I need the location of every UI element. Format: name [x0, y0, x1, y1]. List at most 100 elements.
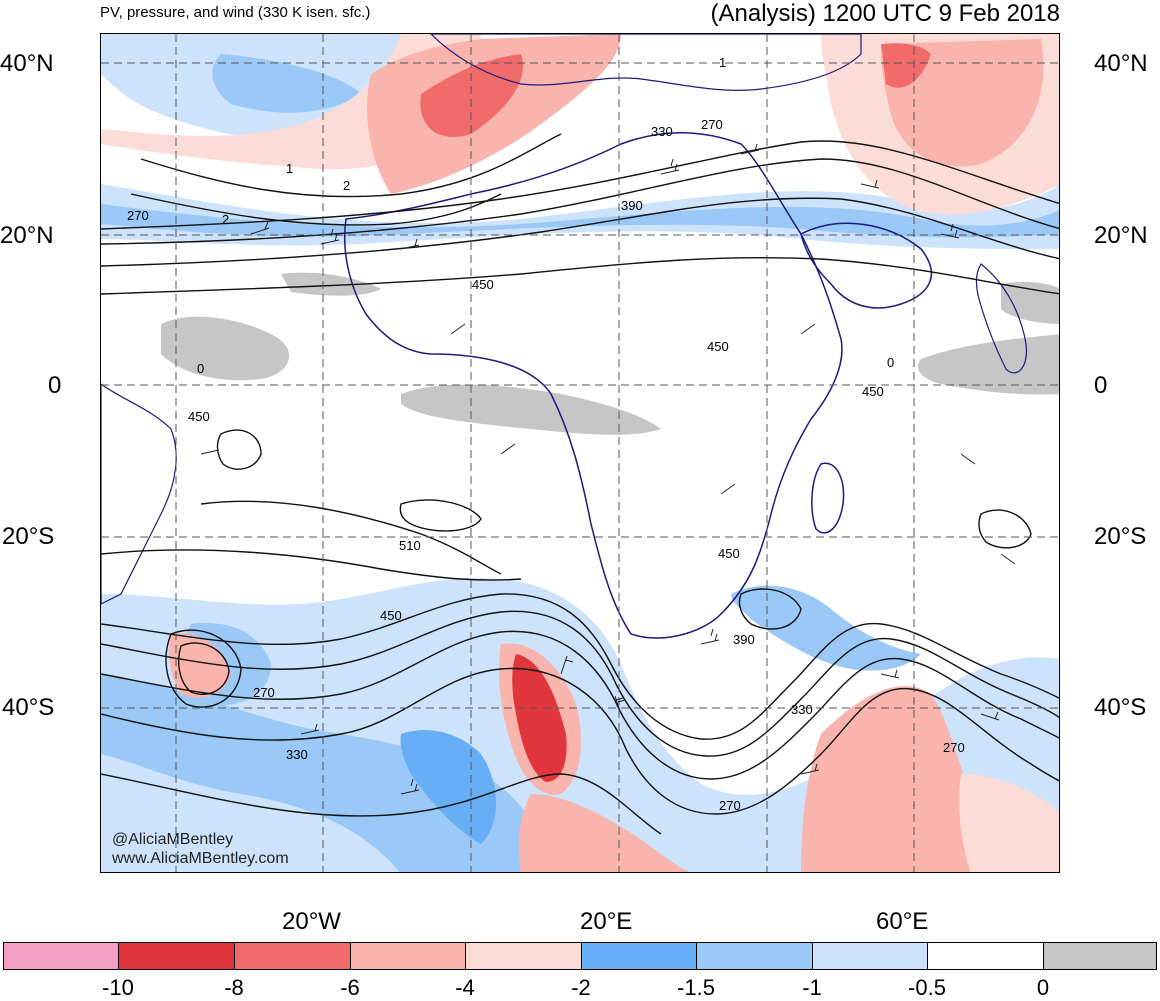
colorbar-label: -8 [224, 975, 244, 1000]
colorbar-label: -4 [455, 975, 475, 1000]
south-america-outline [101, 383, 177, 605]
lat-label-left-0: 0 [48, 372, 62, 399]
wind-barb [800, 763, 820, 775]
wind-barb [450, 323, 466, 335]
contour-label: 450 [188, 409, 210, 424]
wind-barbs [200, 143, 1016, 795]
lon-label-20e: 20°E [580, 908, 633, 935]
wind-barb [400, 238, 420, 250]
pv-gray-tropics-speckle [281, 272, 381, 296]
lat-label-left-40s: 40°S [2, 694, 55, 721]
colorbar-label: -2 [571, 975, 591, 1000]
pv-gray-tropics-mid [401, 384, 661, 435]
contour-label: 0 [887, 355, 894, 370]
pv-red-south-east [801, 686, 985, 872]
wind-barb [1000, 553, 1016, 565]
credit-site: www.AliciaMBentley.com [112, 850, 289, 867]
wind-barb [720, 483, 736, 495]
colorbar-swatch-7 [696, 942, 813, 970]
contour-330-south [101, 630, 1059, 780]
wind-barb [250, 221, 270, 235]
colorbar-swatch-3 [234, 942, 351, 970]
contour-label: 450 [707, 339, 729, 354]
wind-barb [960, 453, 976, 465]
contour-label: 330 [651, 124, 673, 139]
wind-barb [320, 228, 340, 245]
colorbar-swatch-1 [3, 942, 119, 970]
contour-270-deep [101, 773, 662, 835]
contour-390-south [101, 610, 1059, 757]
contour-label: 330 [791, 702, 813, 717]
wind-barb [300, 723, 320, 735]
contour-label: 390 [733, 632, 755, 647]
map-title: (Analysis) 1200 UTC 9 Feb 2018 [710, 0, 1061, 27]
contour-270-north [101, 140, 1059, 230]
wind-barb [400, 778, 420, 795]
pv-red-north-mid-core [420, 54, 523, 138]
colorbar-label: -1 [802, 975, 822, 1000]
contour-label: 270 [719, 798, 741, 813]
contour-label: 450 [862, 384, 884, 399]
wind-barb [740, 143, 760, 155]
contour-tropic-loop [399, 499, 482, 532]
contour-label: 2 [343, 178, 350, 193]
wind-barb [660, 158, 680, 175]
contour-450-jet-south [101, 593, 1059, 740]
contour-label: 270 [253, 685, 275, 700]
wind-barb [560, 655, 574, 675]
lat-label-right-40n: 40°N [1094, 50, 1148, 77]
map-svg: 1 2 1 2 270 330 270 390 450 450 0 450 0 … [101, 34, 1059, 872]
wind-barb [860, 179, 880, 189]
lat-label-right-0: 0 [1094, 372, 1108, 399]
madagascar-outline [811, 462, 845, 534]
pv-gray-tropics-east-2 [1001, 281, 1059, 324]
colorbar-label: 0 [1036, 975, 1050, 1000]
contour-450-north [101, 256, 1059, 295]
wind-barb [200, 449, 220, 455]
wind-barb [700, 628, 720, 645]
africa-outline [343, 132, 843, 639]
wind-barb [940, 223, 960, 239]
contour-label: 270 [701, 117, 723, 132]
contour-label: 450 [380, 608, 402, 623]
lon-label-20w: 20°W [282, 908, 341, 935]
lat-label-right-20n: 20°N [1094, 222, 1148, 249]
pv-band-north-blue-core [101, 204, 1059, 238]
contour-510 [200, 500, 502, 575]
contour-tropic-loop-2 [216, 429, 262, 470]
pv-red-north-east-core [881, 43, 931, 88]
europe-outline [430, 34, 862, 91]
colorbar-label: -0.5 [908, 975, 946, 1000]
pv-red-south-east-2 [959, 774, 1059, 872]
colorbar-swatch-8 [812, 942, 928, 970]
colorbar-swatch-9 [927, 942, 1044, 970]
lat-label-left-20n: 20°N [0, 222, 54, 249]
contour-390-north [101, 197, 1059, 267]
colorbar-label: -10 [102, 975, 134, 1000]
contour-270-south [101, 667, 1059, 815]
wind-barb [614, 695, 626, 715]
pv-red-south-central-core [512, 654, 567, 782]
lat-label-left-40n: 40°N [0, 50, 54, 77]
map-subtitle: PV, pressure, and wind (330 K isen. sfc.… [100, 4, 371, 21]
lon-label-60e: 60°E [876, 908, 929, 935]
contour-labels: 1 2 1 2 270 330 270 390 450 450 0 450 0 … [127, 55, 965, 813]
colorbar-label: -1.5 [677, 975, 715, 1000]
contour-label: 0 [197, 361, 204, 376]
lat-label-right-20s: 20°S [1094, 523, 1147, 550]
contour-450-south [101, 549, 522, 581]
colorbar-swatch-4 [350, 942, 466, 970]
contour-label: 450 [472, 277, 494, 292]
india-outline [975, 263, 1028, 374]
pv-red-south-bottom [518, 794, 691, 872]
wind-barb [500, 443, 516, 455]
contour-label: 270 [943, 740, 965, 755]
colorbar-swatch-6 [581, 942, 697, 970]
pv-patch-atlantic-north-core [212, 54, 361, 113]
contour-loop-sw [165, 629, 242, 708]
contour-label: 510 [399, 538, 421, 553]
contour-label: 390 [621, 198, 643, 213]
contour-label: 2 [222, 212, 229, 227]
lat-lon-grid [101, 34, 1059, 872]
contour-label: 330 [286, 747, 308, 762]
